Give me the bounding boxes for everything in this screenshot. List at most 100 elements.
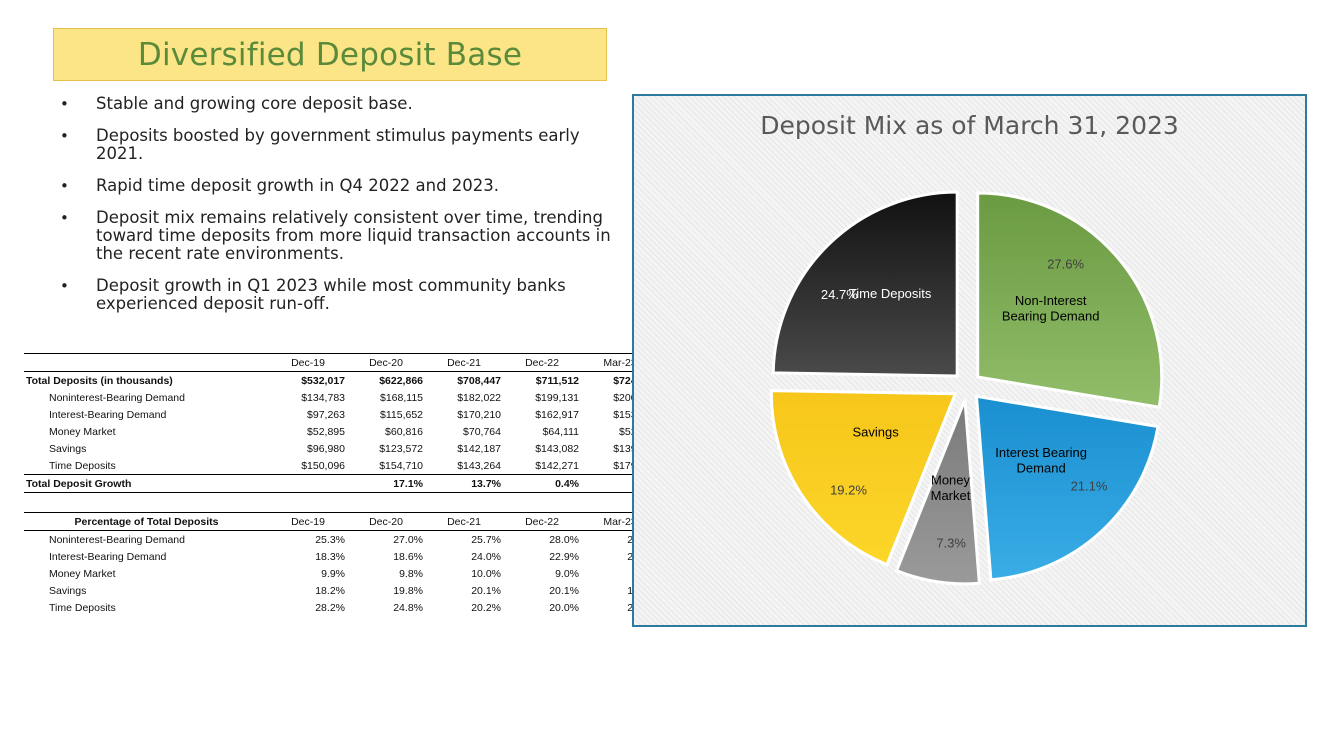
row-label: Noninterest-Bearing Demand bbox=[49, 391, 185, 404]
cell: 18.6% bbox=[393, 550, 423, 563]
column-header: Dec-22 bbox=[503, 353, 581, 372]
cell: $143,264 bbox=[425, 457, 503, 475]
pie-slice-label: Money Market bbox=[931, 472, 971, 503]
percent-table-title: Percentage of Total Deposits bbox=[24, 512, 269, 531]
row-label: Noninterest-Bearing Demand bbox=[49, 533, 185, 546]
pie-slice-percent: 24.7% bbox=[821, 287, 858, 302]
growth-value: 17.1% bbox=[347, 474, 425, 493]
column-header: Dec-20 bbox=[347, 512, 425, 531]
pie-slice-percent: 7.3% bbox=[936, 536, 966, 551]
total-deposits-value: $708,447 bbox=[457, 374, 501, 387]
table-row: Time Deposits $150,096 $154,710 $143,264… bbox=[24, 457, 659, 475]
cell: 24.8% bbox=[393, 601, 423, 614]
cell: $142,271 bbox=[503, 457, 581, 475]
pie-slice-percent: 27.6% bbox=[1047, 257, 1084, 272]
cell: 24.0% bbox=[471, 550, 501, 563]
cell: $143,082 bbox=[535, 442, 579, 455]
cell: $97,263 bbox=[307, 408, 345, 421]
table-row: Time Deposits 28.2% 24.8% 20.2% 20.0% 24… bbox=[24, 599, 659, 616]
slide-title: Diversified Deposit Base bbox=[137, 36, 523, 73]
cell: 25.7% bbox=[471, 533, 501, 546]
column-header: Dec-22 bbox=[503, 512, 581, 531]
pie-chart: Non-Interest Bearing Demand 27.6% Interest … bbox=[769, 190, 1164, 586]
deposits-table: Dec-19 Dec-20 Dec-21 Dec-22 Mar-23 Total… bbox=[24, 353, 659, 493]
table-row: Money Market 9.9% 9.8% 10.0% 9.0% 7.3% bbox=[24, 565, 659, 582]
cell: $150,096 bbox=[269, 457, 347, 475]
percent-table: Percentage of Total Deposits Dec-19 Dec-… bbox=[24, 512, 659, 616]
pie-slice-time-deposits bbox=[771, 190, 959, 378]
cell: 18.3% bbox=[315, 550, 345, 563]
pie-slice-non-interest-bearing-demand bbox=[976, 191, 1164, 409]
row-label: Time Deposits bbox=[24, 457, 269, 475]
total-deposits-value: $532,017 bbox=[301, 374, 345, 387]
pie-slice-label: Time Deposits bbox=[849, 286, 932, 301]
cell: 19.8% bbox=[393, 584, 423, 597]
cell: 28.0% bbox=[549, 533, 579, 546]
cell: 27.0% bbox=[393, 533, 423, 546]
row-label: Savings bbox=[49, 584, 87, 597]
total-deposits-value: $622,866 bbox=[379, 374, 423, 387]
cell: 9.0% bbox=[555, 567, 579, 580]
cell: $154,710 bbox=[347, 457, 425, 475]
table-row: Interest-Bearing Demand $97,263 $115,652… bbox=[24, 406, 659, 423]
cell: $96,980 bbox=[307, 442, 345, 455]
pie-slice-label: Savings bbox=[853, 425, 900, 440]
cell: $168,115 bbox=[379, 391, 423, 404]
pie-slice-percent: 21.1% bbox=[1071, 478, 1108, 493]
table-row: Noninterest-Bearing Demand $134,783 $168… bbox=[24, 389, 659, 406]
column-header: Dec-21 bbox=[425, 512, 503, 531]
chart-title: Deposit Mix as of March 31, 2023 bbox=[760, 111, 1179, 140]
table-header-blank bbox=[24, 353, 269, 372]
cell: 25.3% bbox=[315, 533, 345, 546]
cell: $52,895 bbox=[307, 425, 345, 438]
growth-label: Total Deposit Growth bbox=[24, 474, 269, 493]
cell: $64,111 bbox=[542, 425, 579, 438]
bullet-item: Deposits boosted by government stimulus … bbox=[60, 127, 620, 163]
row-label: Savings bbox=[49, 442, 87, 455]
cell: $170,210 bbox=[457, 408, 501, 421]
column-header: Dec-20 bbox=[347, 353, 425, 372]
table-row: Savings $96,980 $123,572 $142,187 $143,0… bbox=[24, 440, 659, 457]
pie-chart-frame: Deposit Mix as of March 31, 2023 Non-Int… bbox=[632, 94, 1307, 627]
cell: $134,783 bbox=[301, 391, 345, 404]
table-row: Money Market $52,895 $60,816 $70,764 $64… bbox=[24, 423, 659, 440]
pie-slice-interest-bearing-demand bbox=[974, 394, 1160, 582]
bullet-list: Stable and growing core deposit base. De… bbox=[60, 95, 620, 327]
cell: 20.0% bbox=[549, 601, 579, 614]
total-deposits-label: Total Deposits (in thousands) bbox=[26, 374, 173, 387]
row-label: Money Market bbox=[49, 567, 116, 580]
growth-value: 0.4% bbox=[503, 474, 581, 493]
cell: 9.9% bbox=[321, 567, 345, 580]
bullet-item: Deposit growth in Q1 2023 while most com… bbox=[60, 277, 620, 313]
pie-slice-money-market bbox=[894, 399, 981, 586]
cell: 18.2% bbox=[315, 584, 345, 597]
pie-slice-savings bbox=[769, 389, 958, 567]
row-label: Interest-Bearing Demand bbox=[49, 408, 167, 421]
growth-value bbox=[269, 474, 347, 493]
cell: 10.0% bbox=[471, 567, 501, 580]
cell: 9.8% bbox=[399, 567, 423, 580]
cell: $182,022 bbox=[457, 391, 501, 404]
table-row: Interest-Bearing Demand 18.3% 18.6% 24.0… bbox=[24, 548, 659, 565]
cell: 20.1% bbox=[471, 584, 501, 597]
pie-slice-percent: 19.2% bbox=[830, 483, 867, 498]
row-label: Time Deposits bbox=[49, 601, 116, 614]
bullet-item: Stable and growing core deposit base. bbox=[60, 95, 620, 114]
cell: $70,764 bbox=[463, 425, 501, 438]
bullet-item: Deposit mix remains relatively consisten… bbox=[60, 209, 620, 263]
growth-value: 13.7% bbox=[425, 474, 503, 493]
pie-slice-label: Non-Interest Bearing Demand bbox=[1002, 293, 1100, 324]
column-header: Dec-19 bbox=[269, 353, 347, 372]
cell: 22.9% bbox=[549, 550, 579, 563]
cell: $60,816 bbox=[385, 425, 423, 438]
title-box: Diversified Deposit Base bbox=[53, 28, 607, 81]
cell: 20.1% bbox=[549, 584, 579, 597]
table-row: Noninterest-Bearing Demand 25.3% 27.0% 2… bbox=[24, 531, 659, 549]
row-label: Money Market bbox=[49, 425, 116, 438]
bullet-item: Rapid time deposit growth in Q4 2022 and… bbox=[60, 177, 620, 196]
cell: 20.2% bbox=[471, 601, 501, 614]
table-row: Savings 18.2% 19.8% 20.1% 20.1% 19.2% bbox=[24, 582, 659, 599]
cell: $123,572 bbox=[379, 442, 423, 455]
growth-row: Total Deposit Growth 17.1% 13.7% 0.4% 1.… bbox=[24, 474, 659, 493]
row-label: Interest-Bearing Demand bbox=[49, 550, 167, 563]
